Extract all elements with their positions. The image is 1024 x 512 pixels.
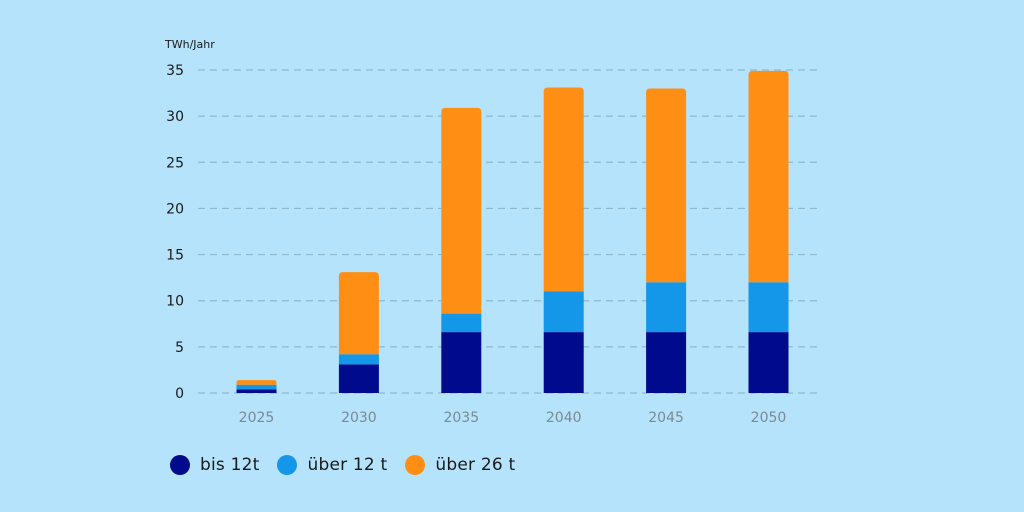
bar-group-2025 <box>236 380 277 393</box>
legend-label-bis-12t: bis 12t <box>200 455 260 475</box>
bar-2025-series-2 <box>236 384 277 390</box>
y-tick-label-10: 10 <box>166 294 184 310</box>
x-tick-label-2045: 2045 <box>648 410 684 426</box>
bar-group-2045 <box>646 88 687 393</box>
y-tick-label-5: 5 <box>175 340 184 356</box>
bar-group-2050 <box>748 70 789 393</box>
x-tick-label-2030: 2030 <box>341 410 377 426</box>
bar-2040-series-1 <box>543 332 584 393</box>
legend-swatch-bis-12t <box>170 455 190 475</box>
bar-2040-series-2 <box>543 291 584 333</box>
y-tick-label-20: 20 <box>166 201 184 217</box>
x-tick-label-2025: 2025 <box>239 410 275 426</box>
y-tick-label-15: 15 <box>166 248 184 264</box>
y-tick-label-0: 0 <box>175 386 184 402</box>
legend-label-ueber-26t: über 26 t <box>435 455 516 475</box>
legend-item-ueber-12t: über 12 t <box>277 455 387 475</box>
bar-2045-series-3 <box>646 88 687 283</box>
grid-layer <box>198 69 822 394</box>
bar-group-2030 <box>338 272 379 393</box>
bar-2035-series-1 <box>441 332 482 393</box>
bar-2035-series-3 <box>441 107 482 314</box>
bar-2025-series-1 <box>236 389 277 393</box>
y-tick-label-30: 30 <box>166 109 184 125</box>
legend-swatch-ueber-12t <box>277 455 298 475</box>
legend-item-ueber-26t: über 26 t <box>405 455 515 475</box>
x-tick-label-2035: 2035 <box>443 410 479 426</box>
bar-2050-series-1 <box>748 332 789 393</box>
bar-2035-series-2 <box>441 313 482 333</box>
bar-2025-series-3 <box>236 380 277 385</box>
bar-2030-series-1 <box>338 364 379 393</box>
bar-group-2035 <box>441 107 482 393</box>
y-tick-label-35: 35 <box>166 63 184 79</box>
bar-2040-series-3 <box>543 87 584 292</box>
legend-swatch-ueber-26t <box>405 455 426 475</box>
legend-item-bis-12t: bis 12t <box>170 455 259 475</box>
bar-group-2040 <box>543 87 584 393</box>
bar-2030-series-2 <box>338 354 379 365</box>
bar-2050-series-3 <box>748 70 789 283</box>
legend: bis 12t über 12 t über 26 t <box>170 455 515 475</box>
x-tick-label-2050: 2050 <box>751 410 787 426</box>
legend-label-ueber-12t: über 12 t <box>307 455 388 475</box>
bar-layer <box>236 70 789 393</box>
bar-2030-series-3 <box>338 272 379 355</box>
bar-2045-series-1 <box>646 332 687 393</box>
bar-2045-series-2 <box>646 282 687 333</box>
x-tick-label-2040: 2040 <box>546 410 582 426</box>
bar-2050-series-2 <box>748 282 789 333</box>
y-tick-label-25: 25 <box>166 155 184 171</box>
y-axis-unit-label: TWh/Jahr <box>164 38 215 51</box>
